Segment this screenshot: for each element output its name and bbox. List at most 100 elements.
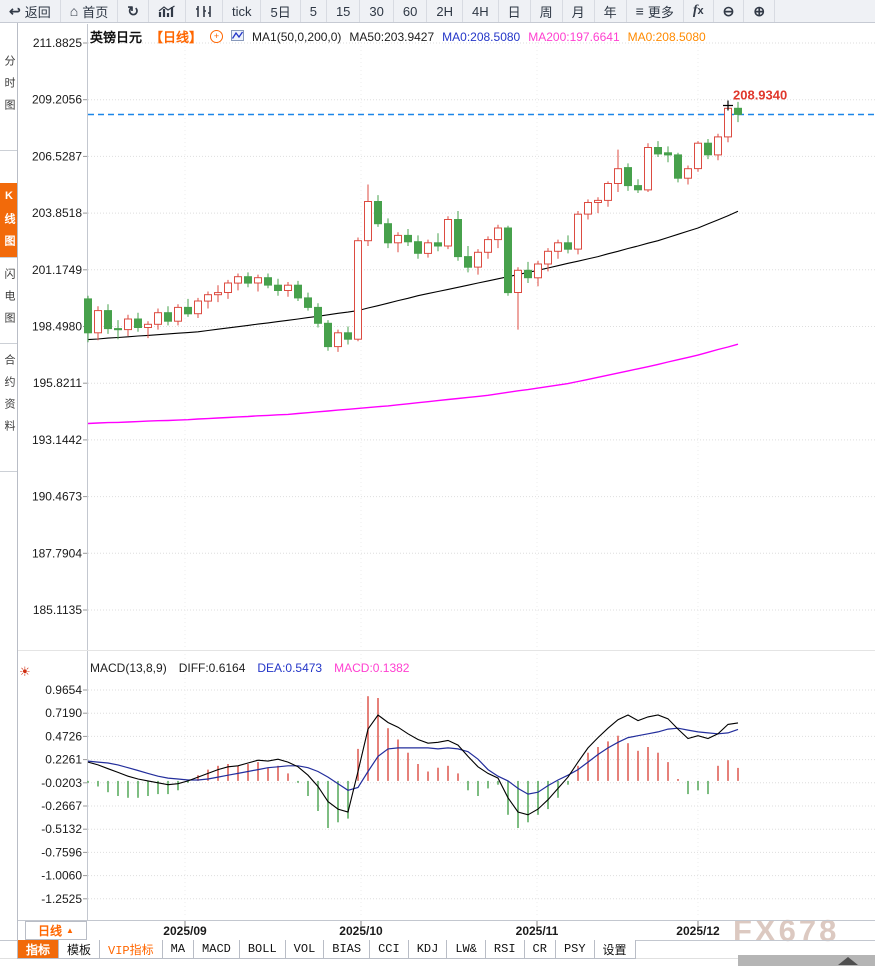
ma-params: MA1(50,0,200,0): [252, 29, 342, 44]
toolbar-item-label: 30: [369, 3, 384, 19]
interval-30-button[interactable]: 30: [360, 0, 394, 22]
refresh-button[interactable]: ↻: [118, 0, 149, 22]
ma0-value-blue: MA0:208.5080: [442, 29, 521, 44]
fx678-watermark: FX678: [733, 913, 840, 948]
mini-chart-icon: [231, 29, 245, 44]
zoom-out-icon: ⊖: [722, 3, 735, 19]
candle-chart-button[interactable]: [186, 0, 223, 22]
interval-60-button[interactable]: 60: [394, 0, 428, 22]
y-axis-label: 190.4673: [32, 490, 82, 504]
tab-vip-indicator[interactable]: VIP指标: [100, 940, 163, 959]
macd-y-axis-label: 0.9654: [45, 683, 82, 697]
tab-psy[interactable]: PSY: [555, 940, 595, 959]
x-axis-label: 2025/12: [676, 924, 720, 938]
y-axis-label: 211.8825: [33, 36, 82, 50]
tab-lw[interactable]: LW&: [447, 940, 486, 959]
tab-rsi[interactable]: RSI: [485, 940, 525, 959]
zoom-in-button[interactable]: ⊕: [744, 0, 776, 22]
zoom-in-icon: ⊕: [753, 3, 766, 19]
macd-y-axis-label: 0.2261: [45, 753, 82, 767]
toolbar-item-label: 更多: [647, 4, 674, 20]
add-indicator-icon[interactable]: +: [210, 30, 224, 43]
period-label: 日线: [38, 924, 63, 938]
macd-legend: MACD(13,8,9) DIFF:0.6164 DEA:0.5473 MACD…: [90, 661, 409, 675]
interval-week-button[interactable]: 周: [531, 0, 563, 22]
top-toolbar: ↩ 返回 ⌂ 首页 ↻ tick 5日 5 15 30 60 2H 4H 日周月年 ≡ 更多 f x ⊖ ⊕: [0, 0, 875, 23]
interval-5d-button[interactable]: 5日: [261, 0, 301, 22]
macd-chart-area[interactable]: [88, 678, 875, 916]
y-axis-label: 203.8518: [32, 206, 82, 220]
home-button[interactable]: ⌂ 首页: [61, 0, 119, 22]
back-icon: ↩: [9, 3, 21, 19]
triangle-up-icon: ▲: [66, 926, 74, 935]
ma0-value-orange: MA0:208.5080: [627, 29, 706, 44]
y-axis-label: 198.4980: [32, 320, 82, 334]
back-button[interactable]: ↩ 返回: [0, 0, 61, 22]
toolbar-item-label: 5: [309, 3, 317, 19]
period-tag: 【日线】: [150, 30, 203, 45]
tab-cr[interactable]: CR: [524, 940, 556, 959]
ma200-value: MA200:197.6641: [528, 29, 620, 44]
sidebar-tab-time-chart[interactable]: 分时图: [0, 48, 17, 151]
tab-boll[interactable]: BOLL: [239, 940, 286, 959]
sidebar-tab-lightning-chart[interactable]: 闪电图: [0, 261, 17, 344]
x-axis-label: 2025/09: [163, 924, 207, 938]
macd-y-axis-label: -0.2667: [41, 799, 82, 813]
macd-value: MACD:0.1382: [334, 661, 410, 675]
tab-vol[interactable]: VOL: [285, 940, 325, 959]
interval-tick-button[interactable]: tick: [223, 0, 262, 22]
main-chart-area[interactable]: [88, 46, 875, 644]
zoom-out-button[interactable]: ⊖: [714, 0, 745, 22]
tab-bias[interactable]: BIAS: [324, 940, 371, 959]
tab-template[interactable]: 模板: [59, 940, 101, 959]
tab-kdj[interactable]: KDJ: [408, 940, 448, 959]
tab-macd[interactable]: MACD: [194, 940, 240, 959]
macd-y-axis-label: -1.0060: [41, 869, 82, 883]
bottom-scrollbar[interactable]: [738, 955, 875, 966]
symbol-name: 英镑日元: [90, 30, 143, 45]
more-button[interactable]: ≡ 更多: [627, 0, 684, 22]
line-chart-button[interactable]: [149, 0, 186, 22]
macd-y-axis-label: -0.7596: [41, 845, 82, 859]
macd-y-axis-label: -1.2525: [41, 892, 82, 906]
toolbar-item-label: 首页: [82, 4, 109, 20]
interval-2h-button[interactable]: 2H: [427, 0, 463, 22]
interval-15-button[interactable]: 15: [327, 0, 361, 22]
toolbar-item-label: 周: [539, 4, 553, 20]
toolbar-item-label: tick: [231, 3, 252, 19]
interval-month-button[interactable]: 月: [563, 0, 595, 22]
sidebar-tab-kline-chart[interactable]: K线图: [0, 183, 17, 258]
y-axis-label: 209.2056: [32, 93, 82, 107]
interval-day-button[interactable]: 日: [499, 0, 531, 22]
interval-5-button[interactable]: 5: [301, 0, 327, 22]
refresh-icon: ↻: [127, 3, 139, 19]
tab-cci[interactable]: CCI: [370, 940, 409, 959]
collapse-arrow-icon: [838, 957, 858, 965]
macd-y-axis-label: -0.0203: [41, 776, 82, 790]
toolbar-item-label: 日: [507, 4, 521, 20]
toolbar-item-label: 返回: [24, 4, 51, 20]
x-axis-label: 2025/10: [339, 924, 383, 938]
sidebar-tab-contract-info[interactable]: 合约资料: [0, 347, 17, 472]
chart-legend: 英镑日元 【日线】 + MA1(50,0,200,0) MA50:203.942…: [90, 27, 706, 46]
indicator-tab-bar: 指标 模板 VIP指标 MA MACD BOLL VOL BIAS CCI KDJ LW& RSI CR…: [17, 940, 636, 959]
indicator-settings-icon[interactable]: ☀: [19, 664, 31, 679]
macd-y-axis-label: 0.7190: [45, 706, 82, 720]
trend-icon: [158, 4, 176, 18]
macd-params: MACD(13,8,9): [90, 661, 167, 675]
diff-value: DIFF:0.6164: [178, 661, 246, 675]
toolbar-item-label: 5日: [270, 4, 291, 20]
tab-indicator[interactable]: 指标: [17, 940, 60, 959]
period-selector-button[interactable]: 日线 ▲: [25, 921, 87, 940]
chart-type-sidebar: 分时图 K线图闪电图合约资料: [0, 22, 18, 940]
tab-settings[interactable]: 设置: [594, 940, 636, 959]
ma50-value: MA50:203.9427: [349, 29, 435, 44]
interval-year-button[interactable]: 年: [595, 0, 627, 22]
interval-4h-button[interactable]: 4H: [463, 0, 499, 22]
y-axis-label: 206.5287: [32, 149, 82, 163]
y-axis-label: 187.7904: [32, 546, 82, 560]
tab-ma[interactable]: MA: [162, 940, 195, 959]
toolbar-item-label: 年: [603, 4, 617, 20]
